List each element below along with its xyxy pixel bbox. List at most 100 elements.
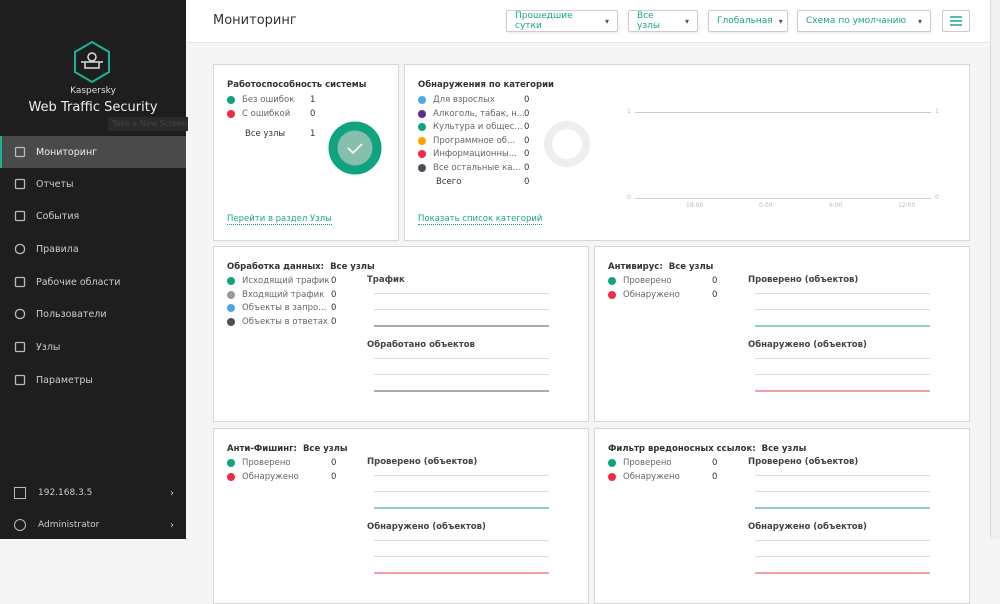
y-tick: 1 <box>935 108 939 115</box>
legend-value: 0 <box>712 289 718 300</box>
panel-title: Фильтр вредоносных ссылок: Все узлы <box>608 444 806 454</box>
categories-panel: Обнаружения по категории Всего 0 1 0 1 0… <box>404 64 970 241</box>
legend-dot <box>227 459 235 467</box>
node-selector[interactable]: 192.168.3.5 › <box>0 478 186 508</box>
gridline <box>755 572 930 574</box>
layout-dropdown[interactable]: Схема по умолчанию ▾ <box>797 10 931 32</box>
legend-dot <box>418 96 426 104</box>
gridline <box>755 390 930 392</box>
chart-title: Проверено (объектов) <box>748 457 859 467</box>
y-tick: 0 <box>935 194 939 201</box>
node-icon <box>14 487 26 499</box>
gridline <box>374 309 549 310</box>
chevron-down-icon: ▾ <box>604 16 609 26</box>
legend-dot <box>227 304 235 313</box>
sidebar-item[interactable]: Параметры <box>0 364 186 396</box>
sidebar-item-label: Рабочие области <box>36 276 121 288</box>
gridline <box>374 556 549 557</box>
chart-title: Проверено (объектов) <box>367 457 478 467</box>
hamburger-icon <box>950 16 962 26</box>
legend-label: Для взрослых <box>433 95 495 105</box>
gridline <box>374 374 549 375</box>
legend-label: Объекты в запро... <box>242 303 327 314</box>
gridline <box>635 112 931 113</box>
chart-title: Обнаружено (объектов) <box>748 340 867 350</box>
legend-label: Исходящий трафик <box>242 276 330 286</box>
legend-value: 0 <box>524 135 530 146</box>
user-icon <box>14 308 26 320</box>
legend-dot <box>227 290 235 299</box>
sidebar-item[interactable]: События <box>0 200 186 232</box>
panel-scope: Все узлы <box>761 444 807 454</box>
chevron-down-icon: ▾ <box>917 16 922 26</box>
total-label: Все узлы <box>245 129 286 139</box>
sidebar-item[interactable]: Мониторинг <box>0 136 186 168</box>
gridline <box>374 390 549 392</box>
user-name: Administrator <box>38 520 100 530</box>
legend-dot <box>608 290 616 299</box>
gridline <box>374 540 549 541</box>
legend-item: Обнаружено <box>227 472 299 482</box>
gridline <box>635 198 931 199</box>
sidebar-item[interactable]: Пользователи <box>0 298 186 330</box>
sidebar-item[interactable]: Правила <box>0 233 186 265</box>
health-panel: Работоспособность системы Все узлы 1 Пер… <box>213 64 399 241</box>
legend-value: 0 <box>712 276 718 286</box>
legend-dot <box>227 472 235 481</box>
legend-label: Информационны... <box>433 149 517 160</box>
legend-value: 0 <box>524 163 530 173</box>
legend-item: Проверено <box>227 458 291 468</box>
legend-item: Входящий трафик <box>227 290 324 300</box>
gridline <box>755 358 930 359</box>
legend-label: Обнаружено <box>623 289 680 300</box>
scrollbar[interactable] <box>990 0 1000 539</box>
brand-product: Web Traffic Security <box>28 100 158 115</box>
chart-title: Трафик <box>367 275 405 285</box>
period-dropdown[interactable]: Прошедшие сутки ▾ <box>506 10 618 32</box>
malurl-panel: Фильтр вредоносных ссылок: Все узлы Провер… <box>594 428 970 604</box>
panel-title: Обработка данных: Все узлы <box>227 262 375 272</box>
panel-title-text: Фильтр вредоносных ссылок: <box>608 444 756 454</box>
nodes-dropdown[interactable]: Все узлы ▾ <box>628 10 698 32</box>
gridline <box>374 475 549 476</box>
sidebar-item-label: Правила <box>36 243 79 255</box>
legend-item: Объекты в ответах <box>227 317 328 327</box>
legend-label: Обнаружено <box>242 471 299 482</box>
legend-item: Без ошибок <box>227 95 294 105</box>
legend-dot <box>418 164 426 172</box>
gridline <box>755 540 930 541</box>
nodes-link[interactable]: Перейти в раздел Узлы <box>227 214 332 225</box>
shield-icon <box>14 243 26 255</box>
panel-title: Анти-Фишинг: Все узлы <box>227 444 348 454</box>
legend-value: 0 <box>310 108 316 119</box>
legend-value: 0 <box>331 303 337 314</box>
legend-value: 0 <box>331 471 337 482</box>
gridline <box>755 325 930 327</box>
x-tick: 12:00 <box>898 202 916 209</box>
chart-title: Обнаружено (объектов) <box>367 522 486 532</box>
node-address: 192.168.3.5 <box>38 488 93 498</box>
legend-value: 0 <box>331 316 337 327</box>
sidebar-item[interactable]: Отчеты <box>0 168 186 200</box>
gridline <box>374 507 549 509</box>
scope-dropdown[interactable]: Глобальная ▾ <box>708 10 788 32</box>
gridline <box>755 556 930 557</box>
user-menu[interactable]: Administrator › <box>0 510 186 540</box>
user-icon <box>14 519 26 531</box>
chevron-right-icon: › <box>170 519 174 531</box>
antiphishing-panel: Анти-Фишинг: Все узлы Проверено 0 Обнаружено… <box>213 428 589 604</box>
sidebar-item-label: Отчеты <box>36 178 74 190</box>
legend-label: Объекты в ответах <box>242 316 328 327</box>
legend-dot <box>227 277 235 285</box>
legend-label: Проверено <box>623 276 672 286</box>
categories-link[interactable]: Показать список категорий <box>418 214 543 225</box>
sidebar-item-label: Мониторинг <box>36 146 98 158</box>
menu-button[interactable] <box>942 10 970 32</box>
chart-title: Обнаружено (объектов) <box>748 522 867 532</box>
legend-item: Алкоголь, табак, н... <box>418 109 525 119</box>
sidebar-item[interactable]: Узлы <box>0 331 186 363</box>
legend-item: Программное об... <box>418 136 515 146</box>
total-value: 1 <box>310 129 316 139</box>
legend-label: С ошибкой <box>242 108 291 119</box>
sidebar-item[interactable]: Рабочие области <box>0 266 186 298</box>
